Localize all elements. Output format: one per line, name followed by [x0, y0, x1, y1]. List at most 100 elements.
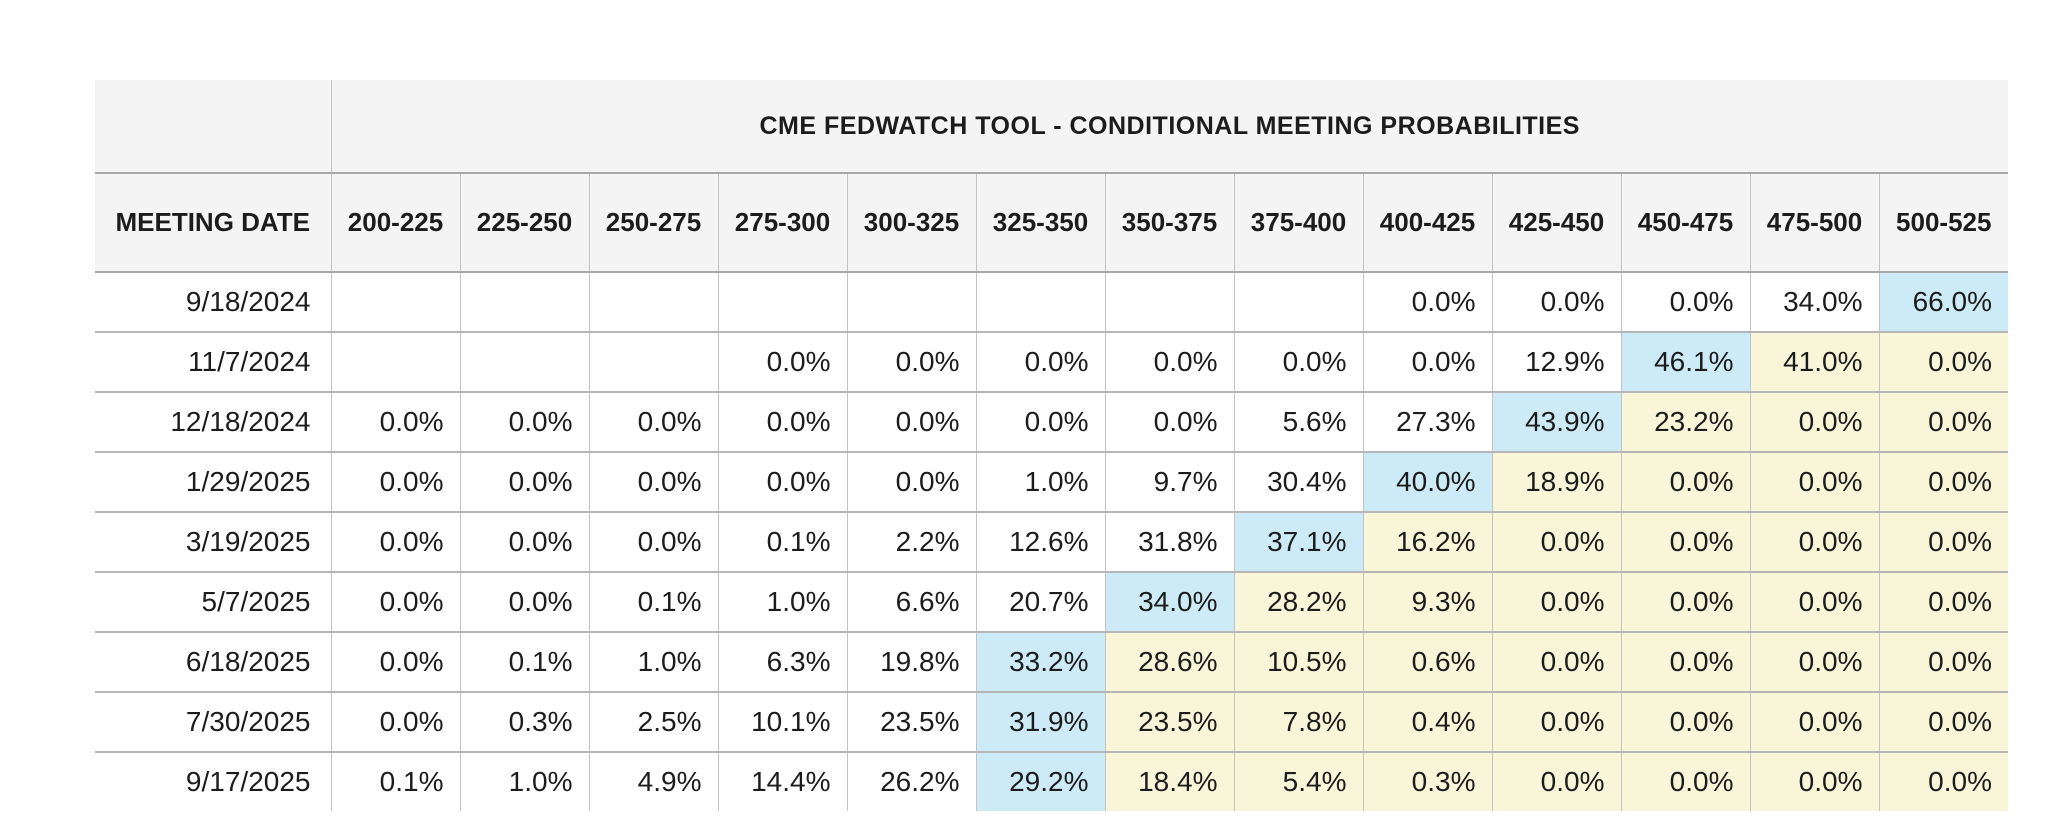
probability-cell: 12.9% — [1491, 332, 1621, 393]
probability-cell: 0.0% — [1362, 272, 1492, 333]
probability-cell: 2.2% — [846, 512, 976, 573]
rate-range-column-header: 350-375 — [1104, 173, 1234, 273]
meeting-date-cell: 7/30/2025 — [95, 692, 331, 753]
probability-cell: 0.0% — [717, 392, 847, 453]
rate-range-column-header: 375-400 — [1233, 173, 1363, 273]
probability-cell: 28.2% — [1233, 572, 1363, 633]
probability-cell — [975, 272, 1105, 333]
probability-cell: 0.0% — [1749, 392, 1879, 453]
probability-cell: 0.0% — [1878, 452, 2008, 513]
probability-cell: 12.6% — [975, 512, 1105, 573]
probability-cell: 0.0% — [459, 512, 589, 573]
meeting-date-cell: 11/7/2024 — [95, 332, 331, 393]
probability-cell: 23.2% — [1620, 392, 1750, 453]
probability-cell: 0.0% — [975, 332, 1105, 393]
meeting-row: 11/7/2024 0.0% 0.0% 0.0% 0.0% 0.0% 0.0% 12.9% 46… — [95, 332, 2008, 393]
probability-cell: 34.0% — [1104, 572, 1234, 633]
meeting-row: 9/17/2025 0.1% 1.0% 4.9% 14.4% 26.2% 29.2% 18.4… — [95, 752, 2008, 811]
probability-cell: 31.8% — [1104, 512, 1234, 573]
probability-cell: 0.0% — [459, 452, 589, 513]
probability-cell: 5.6% — [1233, 392, 1363, 453]
probability-cell: 66.0% — [1878, 272, 2008, 333]
probability-cell: 40.0% — [1362, 452, 1492, 513]
probability-cell: 46.1% — [1620, 332, 1750, 393]
probability-cell: 0.0% — [1362, 332, 1492, 393]
table-title: CME FEDWATCH TOOL - CONDITIONAL MEETING … — [331, 80, 2008, 174]
probability-cell: 14.4% — [717, 752, 847, 811]
probability-cell: 0.0% — [1878, 512, 2008, 573]
meeting-date-cell: 3/19/2025 — [95, 512, 331, 573]
meeting-row: 7/30/2025 0.0% 0.3% 2.5% 10.1% 23.5% 31.9% 23.5… — [95, 692, 2008, 753]
probability-cell: 26.2% — [846, 752, 976, 811]
probability-cell: 0.0% — [330, 512, 460, 573]
probability-cell: 0.0% — [330, 452, 460, 513]
probability-cell: 0.4% — [1362, 692, 1492, 753]
probability-cell: 0.0% — [1749, 572, 1879, 633]
probability-cell: 1.0% — [975, 452, 1105, 513]
probability-cell: 10.1% — [717, 692, 847, 753]
probability-cell: 10.5% — [1233, 632, 1363, 693]
probability-cell — [846, 272, 976, 333]
probability-cell: 0.0% — [1749, 512, 1879, 573]
probability-cell: 0.0% — [588, 392, 718, 453]
probability-cell — [588, 332, 718, 393]
probability-cell: 0.0% — [1749, 692, 1879, 753]
probability-cell: 0.6% — [1362, 632, 1492, 693]
rate-range-column-header: 400-425 — [1362, 173, 1492, 273]
probability-cell — [459, 332, 589, 393]
probability-cell: 0.0% — [330, 392, 460, 453]
meeting-row: 9/18/2024 0.0% 0.0% 0.0% 34.0% 66.0% — [95, 272, 2008, 333]
meeting-date-cell: 12/18/2024 — [95, 392, 331, 453]
probability-cell: 1.0% — [717, 572, 847, 633]
fedwatch-table: CME FEDWATCH TOOL - CONDITIONAL MEETING … — [95, 80, 2008, 811]
probability-cell: 37.1% — [1233, 512, 1363, 573]
rate-range-column-header: 225-250 — [459, 173, 589, 273]
probability-cell — [1104, 272, 1234, 333]
meeting-row: 12/18/2024 0.0% 0.0% 0.0% 0.0% 0.0% 0.0% 0.0% 5.… — [95, 392, 2008, 453]
probability-cell: 0.0% — [1878, 332, 2008, 393]
probability-cell: 0.0% — [846, 332, 976, 393]
rate-range-column-header: 300-325 — [846, 173, 976, 273]
rate-range-column-header: 275-300 — [717, 173, 847, 273]
rate-range-column-header: 325-350 — [975, 173, 1105, 273]
probability-cell: 34.0% — [1749, 272, 1879, 333]
probability-cell: 0.0% — [1491, 512, 1621, 573]
probability-cell: 0.0% — [588, 452, 718, 513]
probability-cell: 0.0% — [1749, 632, 1879, 693]
probability-cell: 0.0% — [1233, 332, 1363, 393]
probability-cell: 23.5% — [846, 692, 976, 753]
probability-cell — [717, 272, 847, 333]
probability-cell: 0.0% — [1620, 632, 1750, 693]
meeting-row: 6/18/2025 0.0% 0.1% 1.0% 6.3% 19.8% 33.2% 28.6%… — [95, 632, 2008, 693]
probability-cell: 0.0% — [975, 392, 1105, 453]
probability-cell: 4.9% — [588, 752, 718, 811]
probability-cell: 23.5% — [1104, 692, 1234, 753]
column-header-row: MEETING DATE 200-225 225-250 250-275 275-30… — [95, 173, 2008, 273]
probability-cell: 0.0% — [846, 392, 976, 453]
probability-cell: 0.0% — [330, 692, 460, 753]
probability-cell: 0.0% — [1749, 752, 1879, 811]
probability-cell: 18.4% — [1104, 752, 1234, 811]
probability-cell: 5.4% — [1233, 752, 1363, 811]
rate-range-column-header: 475-500 — [1749, 173, 1879, 273]
probability-cell: 0.0% — [330, 572, 460, 633]
table-title-row: CME FEDWATCH TOOL - CONDITIONAL MEETING … — [95, 80, 2008, 174]
probability-cell — [330, 332, 460, 393]
probability-cell — [588, 272, 718, 333]
probability-cell: 0.1% — [459, 632, 589, 693]
meeting-date-cell: 1/29/2025 — [95, 452, 331, 513]
probability-cell: 0.1% — [588, 572, 718, 633]
probability-cell: 0.0% — [1878, 632, 2008, 693]
probability-cell — [1233, 272, 1363, 333]
probability-cell: 1.0% — [459, 752, 589, 811]
probability-cell: 0.0% — [1491, 272, 1621, 333]
probability-cell: 6.3% — [717, 632, 847, 693]
probability-cell: 0.0% — [1491, 632, 1621, 693]
probability-cell: 0.0% — [846, 452, 976, 513]
probability-cell: 0.0% — [1620, 572, 1750, 633]
probability-cell: 0.0% — [1104, 332, 1234, 393]
probability-cell: 27.3% — [1362, 392, 1492, 453]
probability-cell: 31.9% — [975, 692, 1105, 753]
probability-cell: 16.2% — [1362, 512, 1492, 573]
corner-cell — [95, 80, 332, 174]
